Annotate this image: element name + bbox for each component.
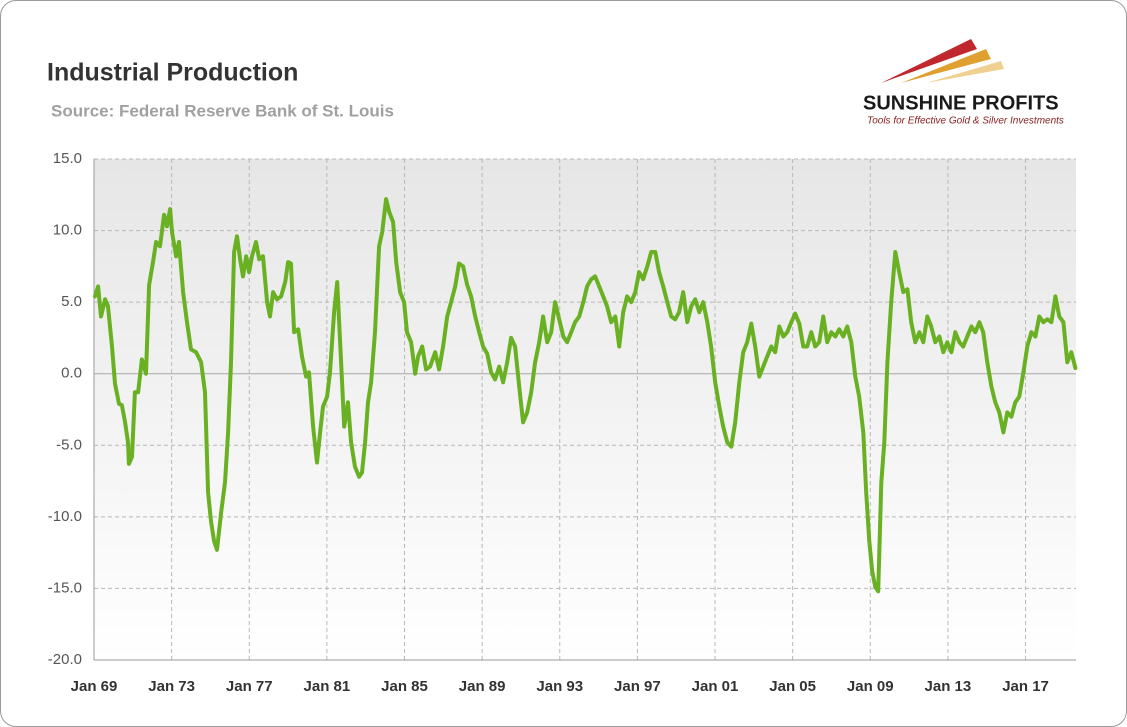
y-tick-label: 15.0: [53, 150, 82, 167]
y-tick-label: 5.0: [61, 293, 82, 310]
chart-title: Industrial Production: [47, 59, 298, 87]
logo: SUNSHINE PROFITS Tools for Effective Gol…: [863, 39, 1064, 127]
x-tick-label: Jan 01: [692, 678, 739, 695]
y-tick-label: 10.0: [53, 222, 82, 239]
x-tick-label: Jan 89: [459, 678, 506, 695]
y-tick-label: -15.0: [48, 579, 82, 596]
x-tick-label: Jan 97: [614, 678, 661, 695]
x-tick-label: Jan 13: [925, 678, 972, 695]
x-tick-label: Jan 85: [381, 678, 428, 695]
x-tick-label: Jan 81: [304, 678, 351, 695]
logo-ray: [901, 49, 991, 83]
logo-tagline: Tools for Effective Gold & Silver Invest…: [867, 116, 1064, 127]
logo-ray: [881, 39, 977, 83]
x-tick-label: Jan 09: [847, 678, 894, 695]
logo-ray: [926, 61, 1004, 83]
y-tick-label: -20.0: [48, 651, 82, 668]
x-tick-label: Jan 05: [769, 678, 816, 695]
x-tick-label: Jan 73: [148, 678, 195, 695]
y-tick-label: -5.0: [56, 436, 82, 453]
x-tick-label: Jan 17: [1002, 678, 1049, 695]
y-tick-label: 0.0: [61, 365, 82, 382]
plot-area: [94, 159, 1076, 660]
y-tick-label: -10.0: [48, 508, 82, 525]
logo-name: SUNSHINE PROFITS: [863, 92, 1059, 114]
chart-subtitle: Source: Federal Reserve Bank of St. Loui…: [51, 101, 394, 120]
x-tick-label: Jan 69: [71, 678, 118, 695]
x-tick-label: Jan 93: [536, 678, 583, 695]
data-line: [93, 197, 1078, 594]
x-tick-label: Jan 77: [226, 678, 273, 695]
